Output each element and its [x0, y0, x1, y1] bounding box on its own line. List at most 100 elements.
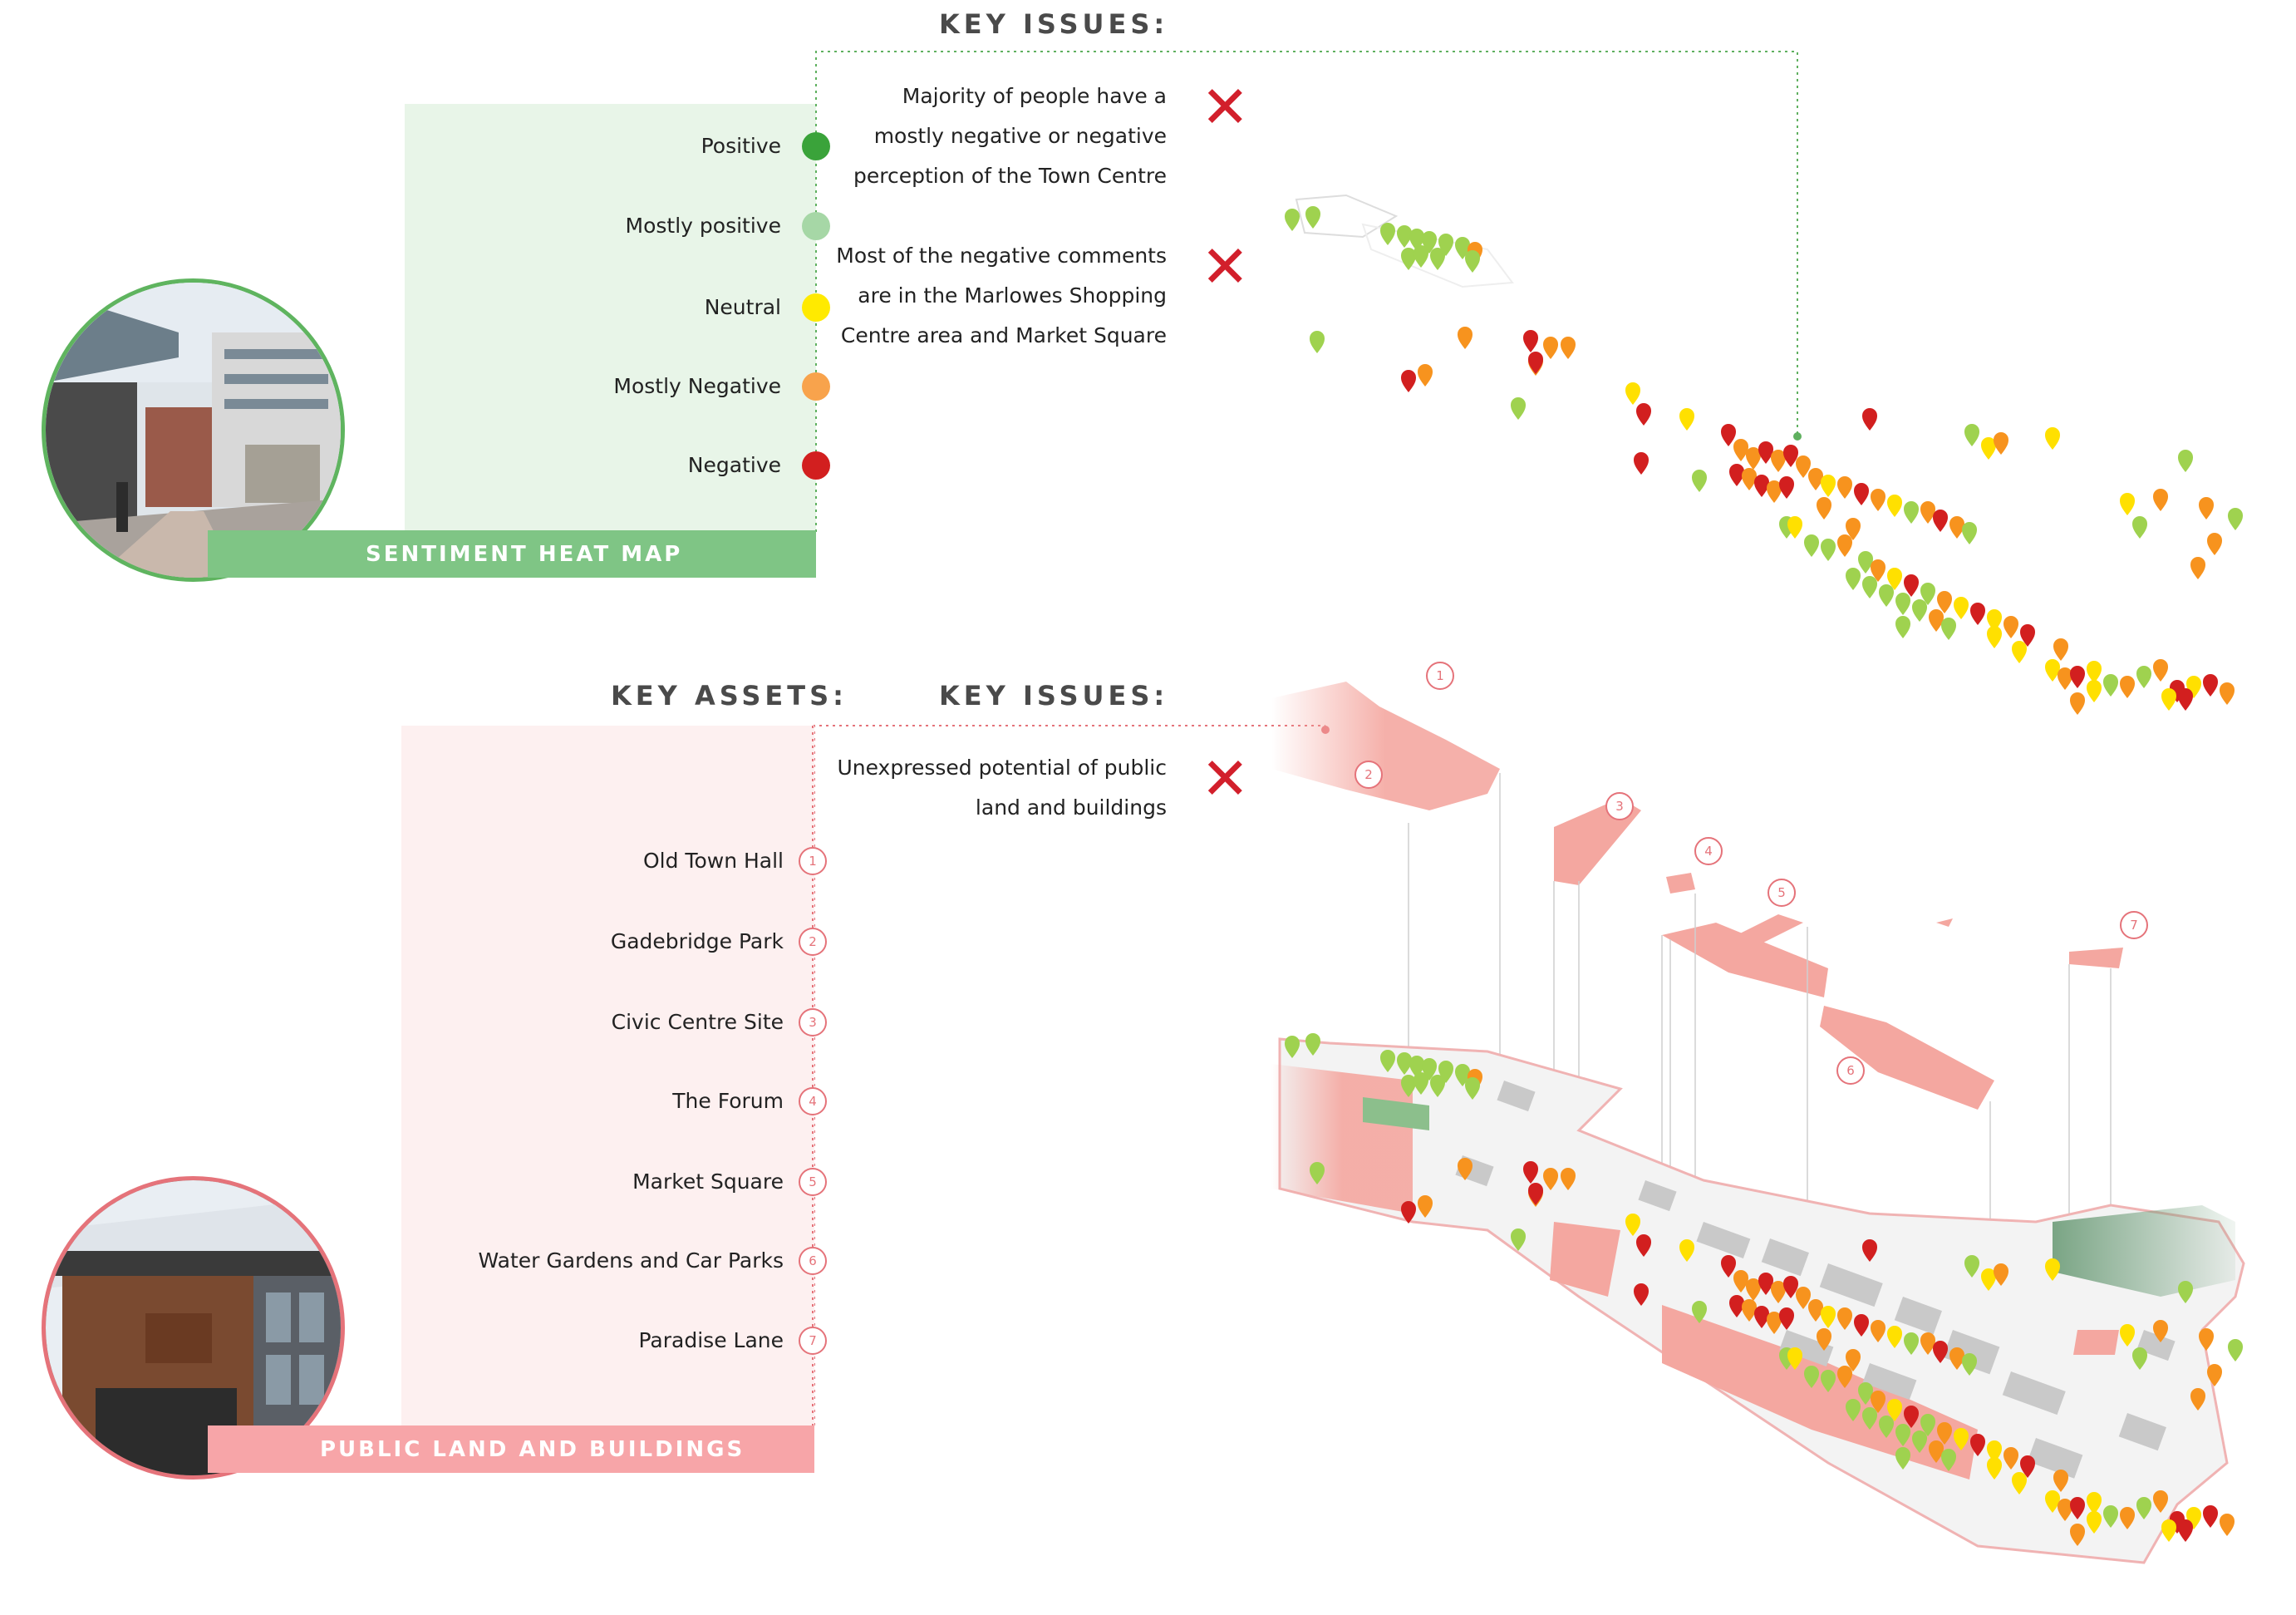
asset-number-5: 5	[799, 1168, 827, 1196]
sentiment-pin	[1837, 476, 1852, 499]
sentiment-pin	[1994, 432, 2008, 455]
sentiment-pin	[2178, 688, 2193, 711]
sentiment-pin	[1920, 583, 1935, 605]
sentiment-pin	[1783, 445, 1798, 467]
sentiment-pin	[1796, 1287, 1811, 1309]
sentiment-pin	[1418, 364, 1433, 387]
sentiment-pin	[1821, 1370, 1836, 1392]
sentiment-heat-map-label: SENTIMENT HEAT MAP	[366, 542, 683, 567]
sentiment-pin	[1779, 476, 1794, 499]
map-marker-2: 2	[1354, 761, 1383, 789]
sentiment-pin	[1380, 223, 1395, 245]
sentiment-issue-line: perception of the Town Centre	[853, 164, 1167, 188]
sentiment-pin	[1692, 1301, 1707, 1323]
sentiment-pin	[2070, 1497, 2085, 1519]
legend-swatch-3	[802, 293, 830, 322]
sentiment-pin	[1837, 1366, 1852, 1388]
sentiment-pin	[1543, 337, 1558, 359]
sentiment-pin	[1904, 1406, 1919, 1428]
sentiment-issue-line: are in the Marlowes Shopping	[858, 283, 1167, 308]
sentiment-pin	[1796, 455, 1811, 478]
sentiment-pin	[1310, 331, 1325, 353]
asset-label-4: The Forum	[672, 1089, 784, 1113]
sentiment-pin	[1994, 1263, 2008, 1286]
sentiment-pin	[1846, 1399, 1861, 1421]
asset-number-6: 6	[799, 1247, 827, 1275]
sentiment-pin	[2220, 1514, 2235, 1536]
sentiment-pin	[1987, 1440, 2002, 1463]
asset-label-6: Water Gardens and Car Parks	[478, 1248, 784, 1273]
legend-label-5: Negative	[687, 453, 781, 477]
sentiment-pin	[1418, 1195, 1433, 1218]
sentiment-pin	[2012, 641, 2027, 663]
sentiment-pin	[1846, 568, 1861, 590]
sentiment-pin	[1543, 1168, 1558, 1190]
sentiment-pin	[2045, 1490, 2060, 1513]
sentiment-pin	[1511, 397, 1526, 420]
sentiment-pin	[2120, 1507, 2135, 1529]
sentiment-pin	[1413, 245, 1428, 268]
sentiment-pin	[2053, 638, 2068, 661]
sentiment-pin	[1729, 464, 1744, 486]
sentiment-pin	[1779, 1307, 1794, 1330]
sentiment-pin	[1767, 1312, 1782, 1334]
sentiment-pin	[1879, 584, 1894, 607]
sentiment-pin	[1949, 516, 1964, 539]
sentiment-pin	[1528, 1183, 1543, 1205]
sentiment-pin	[1817, 1328, 1831, 1351]
sentiment-pin	[1981, 1268, 1996, 1291]
sentiment-pin	[1954, 597, 1969, 619]
sentiment-pin	[1742, 468, 1757, 490]
sentiment-pin	[1401, 1075, 1416, 1097]
sentiment-pin	[2199, 1328, 2214, 1351]
map-marker-6: 6	[1836, 1056, 1865, 1085]
sentiment-pin	[1821, 539, 1836, 561]
sentiment-pin	[2136, 1497, 2151, 1519]
sentiment-pin	[2087, 680, 2102, 702]
map-marker-4: 4	[1694, 837, 1723, 865]
sentiment-pin	[1742, 1299, 1757, 1322]
sentiment-pin	[2120, 1324, 2135, 1347]
sentiment-pin	[1929, 609, 1944, 632]
legend-label-2: Mostly positive	[625, 214, 781, 238]
sentiment-pin	[1721, 1255, 1736, 1278]
sentiment-pin	[1929, 1440, 1944, 1463]
sentiment-pin	[1949, 1347, 1964, 1370]
sentiment-pin	[1920, 1414, 1935, 1436]
asset-label-5: Market Square	[632, 1169, 784, 1194]
sentiment-pin	[1746, 1278, 1761, 1301]
sentiment-pin	[2103, 1505, 2118, 1528]
sentiment-pin	[2207, 1364, 2222, 1386]
sentiment-pin	[1941, 1449, 1956, 1471]
sentiment-pin	[1941, 618, 1956, 640]
public-land-issue-1: Unexpressed potential of public land and …	[784, 748, 1167, 828]
sentiment-pin	[1808, 1299, 1823, 1322]
sentiment-pin	[1954, 1428, 1969, 1450]
sentiment-pin	[2020, 1455, 2035, 1478]
public-land-panel	[401, 726, 814, 1425]
sentiment-pin	[1783, 1276, 1798, 1298]
sentiment-pin	[1920, 501, 1935, 524]
sentiment-pin	[1561, 1168, 1576, 1190]
sentiment-pin	[1465, 250, 1480, 273]
sentiment-issue-2: Most of the negative comments are in the …	[784, 236, 1167, 356]
sentiment-pin	[2058, 667, 2072, 690]
sentiment-issue-line: Most of the negative comments	[836, 244, 1167, 268]
sentiment-pin	[2153, 489, 2168, 511]
sentiment-pin	[2120, 676, 2135, 698]
asset-number-1: 1	[799, 847, 827, 875]
sentiment-pin	[1887, 568, 1902, 590]
sentiment-pin	[2190, 557, 2205, 579]
sentiment-pin	[1862, 1407, 1877, 1430]
sentiment-pin	[1871, 1320, 1885, 1342]
high-street-photo	[42, 278, 345, 582]
legend-label-1: Positive	[701, 134, 781, 158]
sentiment-pin	[1862, 1239, 1877, 1262]
sentiment-pin	[1970, 603, 1985, 625]
sentiment-pin	[2203, 1505, 2218, 1528]
sentiment-pin	[2003, 616, 2018, 638]
sentiment-pin	[2132, 1347, 2147, 1370]
asset-label-3: Civic Centre Site	[611, 1010, 784, 1034]
sentiment-pin	[2003, 1447, 2018, 1470]
